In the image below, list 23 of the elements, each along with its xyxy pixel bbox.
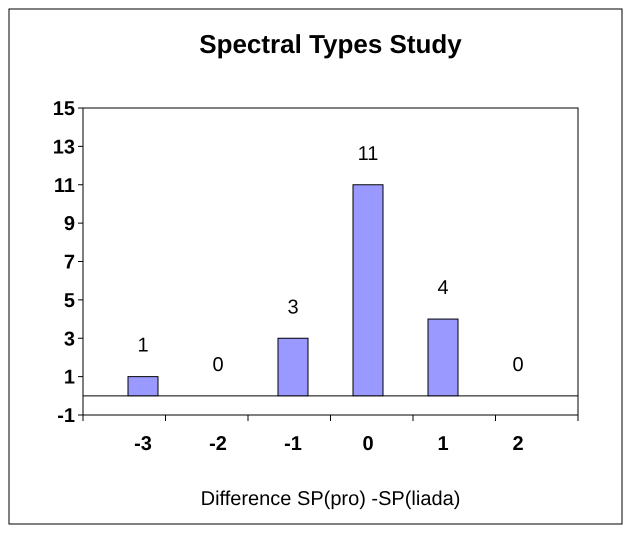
x-tick-label: -1 <box>284 433 302 455</box>
x-tick-label: 2 <box>512 433 524 455</box>
x-tick-label: 0 <box>362 433 374 455</box>
data-label: 1 <box>137 334 149 357</box>
x-axis-title: Difference SP(pro) -SP(liada) <box>200 488 460 510</box>
y-tick-label: 7 <box>64 252 75 274</box>
data-label: 4 <box>437 277 449 300</box>
y-tick-label: 11 <box>54 174 75 197</box>
data-label: 3 <box>287 296 299 318</box>
y-tick-label: 13 <box>52 136 75 158</box>
data-label: 0 <box>212 354 224 376</box>
y-tick-label: -1 <box>57 405 75 427</box>
x-tick-label: 1 <box>437 433 449 455</box>
x-tick-label: -2 <box>209 433 227 455</box>
y-tick-label: 3 <box>64 328 75 350</box>
y-tick-label: 1 <box>64 366 75 389</box>
chart-title: Spectral Types Study <box>199 29 462 59</box>
y-tick-label: 5 <box>64 290 75 312</box>
x-tick-label: -3 <box>134 433 152 455</box>
y-tick-label: 15 <box>52 98 75 120</box>
data-label: 11 <box>358 142 378 165</box>
data-label: 0 <box>512 354 524 376</box>
y-tick-label: 9 <box>64 213 75 236</box>
